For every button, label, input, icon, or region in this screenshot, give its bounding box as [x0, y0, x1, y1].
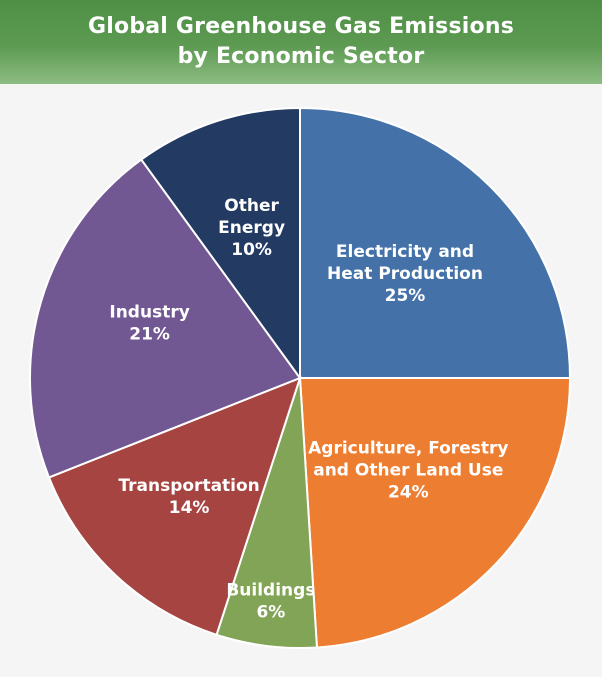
pie-slice-percent: 24% — [388, 483, 429, 503]
pie-slice-other-energy — [139, 106, 301, 382]
pie-slice-label: Transportation 14% — [118, 476, 259, 518]
pie-slice-percent: 21% — [129, 324, 170, 344]
pie-slice-label: Buildings 6% — [226, 580, 315, 622]
pie-slice-label: Industry 21% — [109, 302, 189, 344]
pie-slice-percent: 10% — [231, 240, 272, 260]
pie-slice-name: Agriculture, Forestry — [308, 439, 508, 459]
pie-slice-name: Industry — [109, 302, 189, 322]
pie-slice-label: Other Energy 10% — [218, 196, 285, 260]
pie-slice-name: Electricity and — [336, 242, 474, 262]
pie-slice-name: and Other Land Use — [313, 461, 503, 481]
pie-slice-industry — [29, 158, 302, 479]
chart-title-line-1: Global Greenhouse Gas Emissions — [88, 14, 514, 39]
chart-title: Global Greenhouse Gas Emissions by Econo… — [0, 0, 602, 84]
pie-slice-percent: 25% — [385, 286, 426, 306]
pie-slice-percent: 6% — [256, 602, 285, 622]
pie-chart-area: Electricity and Heat Production 25% Agricul… — [0, 84, 602, 677]
pie-slice-name: Heat Production — [327, 264, 483, 284]
pie-slice-name: Buildings — [226, 580, 315, 600]
pie-slice-percent: 14% — [169, 498, 210, 518]
pie-slice-name: Transportation — [118, 476, 259, 496]
pie-slice-transportation — [47, 376, 302, 637]
pie-slice-name: Other — [224, 196, 279, 216]
pie-slice-label: Agriculture, Forestry and Other Land Use 2… — [308, 439, 508, 503]
pie-slice-electricity-and-heat-production — [299, 106, 572, 379]
pie-chart: Electricity and Heat Production 25% Agricul… — [29, 106, 572, 649]
pie-slices — [29, 106, 572, 649]
pie-slice-name: Energy — [218, 218, 285, 238]
pie-slice-label: Electricity and Heat Production 25% — [327, 242, 483, 306]
chart-title-line-2: by Economic Sector — [177, 44, 425, 69]
pie-slice-agriculture-forestry-and-other-land-use — [298, 377, 572, 649]
pie-labels: Electricity and Heat Production 25% Agricul… — [109, 196, 508, 622]
